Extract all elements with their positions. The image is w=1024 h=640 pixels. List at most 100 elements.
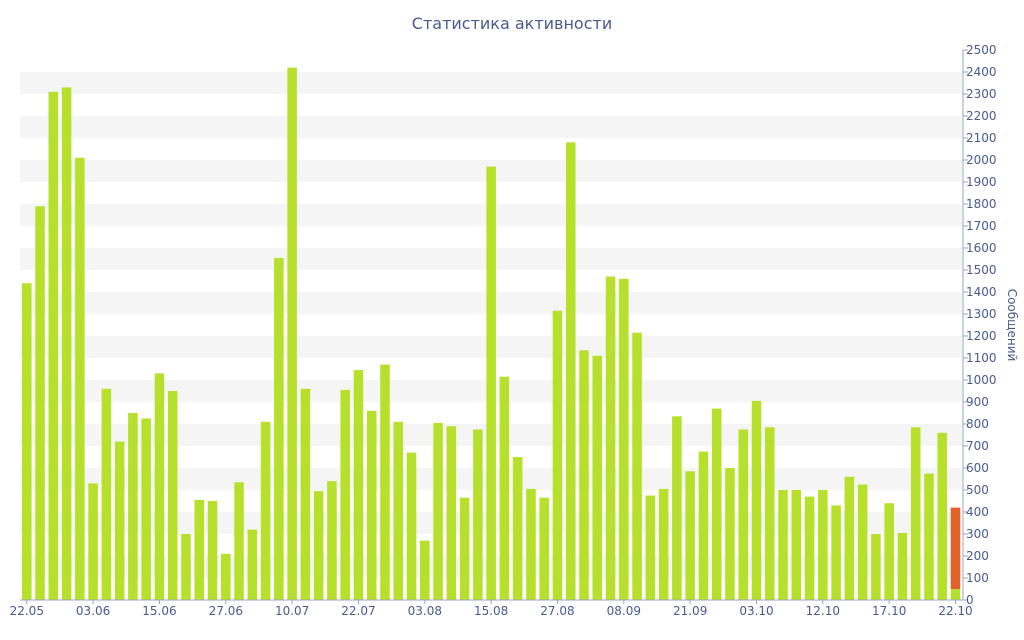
bar <box>685 471 695 600</box>
bars <box>22 67 961 601</box>
y-tick-label: 2300 <box>966 87 997 101</box>
bar <box>711 408 722 600</box>
y-tick-label: 1500 <box>966 263 997 277</box>
grid-stripe <box>20 72 962 94</box>
bar <box>552 310 563 600</box>
bar <box>234 482 244 600</box>
bar <box>75 157 85 601</box>
y-tick-label: 900 <box>966 395 989 409</box>
x-tick-label: 03.08 <box>408 604 442 618</box>
x-tick-label: 15.06 <box>142 604 176 618</box>
bar <box>61 87 72 600</box>
y-tick-label: 500 <box>966 483 989 497</box>
y-tick-label: 1000 <box>966 373 997 387</box>
y-tick-label: 1900 <box>966 175 997 189</box>
bar <box>619 278 629 600</box>
bar <box>101 388 112 600</box>
bar <box>751 400 762 600</box>
bar <box>88 483 98 600</box>
x-tick-label: 22.10 <box>938 604 972 618</box>
y-tick-label: 2500 <box>966 43 997 57</box>
bar <box>871 534 881 600</box>
bar <box>579 350 589 600</box>
bar <box>844 476 855 600</box>
bar <box>260 421 271 600</box>
x-tick-label: 17.10 <box>872 604 906 618</box>
bar <box>937 432 948 600</box>
bar <box>804 496 815 600</box>
bar <box>406 452 417 600</box>
bar <box>22 283 32 600</box>
bar <box>128 413 138 600</box>
bar <box>473 429 483 600</box>
x-tick-label: 03.10 <box>739 604 773 618</box>
y-tick-label: 1600 <box>966 241 997 255</box>
x-tick-label: 10.07 <box>275 604 309 618</box>
y-tick-label: 300 <box>966 527 989 541</box>
grid-stripe <box>20 116 962 138</box>
y-tick-label: 2400 <box>966 65 997 79</box>
bar <box>446 426 457 600</box>
y-tick-label: 1400 <box>966 285 997 299</box>
bar <box>565 142 576 600</box>
bar <box>393 421 404 600</box>
x-tick-label: 22.07 <box>341 604 375 618</box>
y-tick-label: 2200 <box>966 109 997 123</box>
bar <box>340 389 350 600</box>
x-tick-label: 27.06 <box>209 604 243 618</box>
bar <box>791 490 802 600</box>
bar <box>592 355 603 600</box>
bar <box>924 473 934 600</box>
y-tick-label: 400 <box>966 505 989 519</box>
bar <box>420 540 430 600</box>
bar <box>910 427 921 600</box>
y-tick-label: 1300 <box>966 307 997 321</box>
bar <box>459 497 470 600</box>
y-tick-label: 2100 <box>966 131 997 145</box>
bar <box>725 468 735 600</box>
bar <box>366 410 377 600</box>
x-tick-label: 12.10 <box>806 604 840 618</box>
y-tick-label: 1200 <box>966 329 997 343</box>
x-axis: 22.05 03.06 15.06 27.06 10.07 22.07 03.08 15.08… <box>10 599 973 618</box>
bar <box>300 388 311 600</box>
bar <box>897 532 908 600</box>
bar <box>539 497 549 600</box>
bar <box>831 505 841 600</box>
bar <box>857 484 868 600</box>
bar <box>698 451 709 600</box>
bar <box>48 91 59 601</box>
bar <box>194 499 205 600</box>
bar <box>764 427 775 600</box>
bar <box>353 370 364 600</box>
bar <box>672 416 682 600</box>
y-tick-label: 1700 <box>966 219 997 233</box>
y-tick-label: 0 <box>966 593 974 607</box>
bar <box>154 373 165 600</box>
bar <box>274 257 284 600</box>
bar <box>141 418 151 600</box>
bar <box>433 422 443 600</box>
y-tick-label: 600 <box>966 461 989 475</box>
bar <box>35 206 45 600</box>
bar <box>645 495 656 600</box>
x-tick-label: 22.05 <box>10 604 44 618</box>
x-tick-label: 03.06 <box>76 604 110 618</box>
bar <box>738 429 749 600</box>
bar <box>632 332 642 600</box>
bar <box>778 490 788 600</box>
y-tick-label: 800 <box>966 417 989 431</box>
bar <box>221 553 231 600</box>
y-tick-label: 700 <box>966 439 989 453</box>
bar <box>818 490 828 600</box>
bar <box>327 481 337 600</box>
y-tick-label: 1100 <box>966 351 997 365</box>
x-tick-label: 15.08 <box>474 604 508 618</box>
bar <box>512 457 523 600</box>
bar <box>499 376 510 600</box>
bar <box>207 501 218 600</box>
bar <box>287 67 297 601</box>
y-tick-label: 200 <box>966 549 989 563</box>
y-tick-label: 100 <box>966 571 989 585</box>
